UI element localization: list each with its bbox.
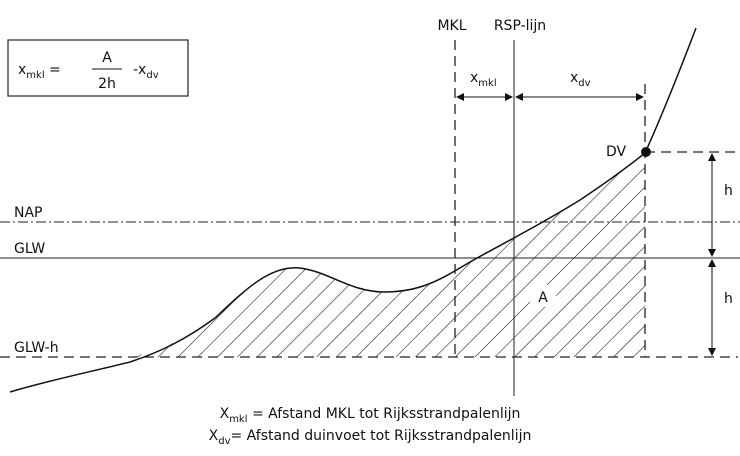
formula-minus: -xdv bbox=[133, 62, 159, 81]
rsp-label: RSP-lijn bbox=[494, 18, 546, 34]
area-label: A bbox=[538, 290, 548, 306]
glw-h-label: GLW-h bbox=[14, 340, 59, 356]
area-a bbox=[130, 153, 645, 357]
dv-point bbox=[641, 147, 651, 157]
formula-lhs: xmkl = bbox=[18, 62, 61, 81]
caption-line: Xmkl = Afstand MKL tot Rijksstrandpalenl… bbox=[220, 406, 521, 425]
h-label: h bbox=[724, 183, 733, 199]
formula-box bbox=[7, 39, 189, 97]
area-label-bg bbox=[530, 285, 556, 307]
h-label: h bbox=[724, 291, 733, 307]
dv-label: DV bbox=[606, 144, 627, 160]
x-dv-label: xdv bbox=[570, 70, 591, 89]
formula-numerator: A bbox=[102, 50, 112, 66]
glw-label: GLW bbox=[14, 241, 45, 257]
formula-denominator: 2h bbox=[98, 76, 116, 92]
nap-label: NAP bbox=[14, 205, 43, 221]
x-mkl-label: xmkl bbox=[470, 70, 497, 89]
mkl-label: MKL bbox=[437, 18, 466, 34]
profile bbox=[9, 27, 697, 393]
caption-line: Xdv= Afstand duinvoet tot Rijksstrandpal… bbox=[209, 428, 532, 447]
